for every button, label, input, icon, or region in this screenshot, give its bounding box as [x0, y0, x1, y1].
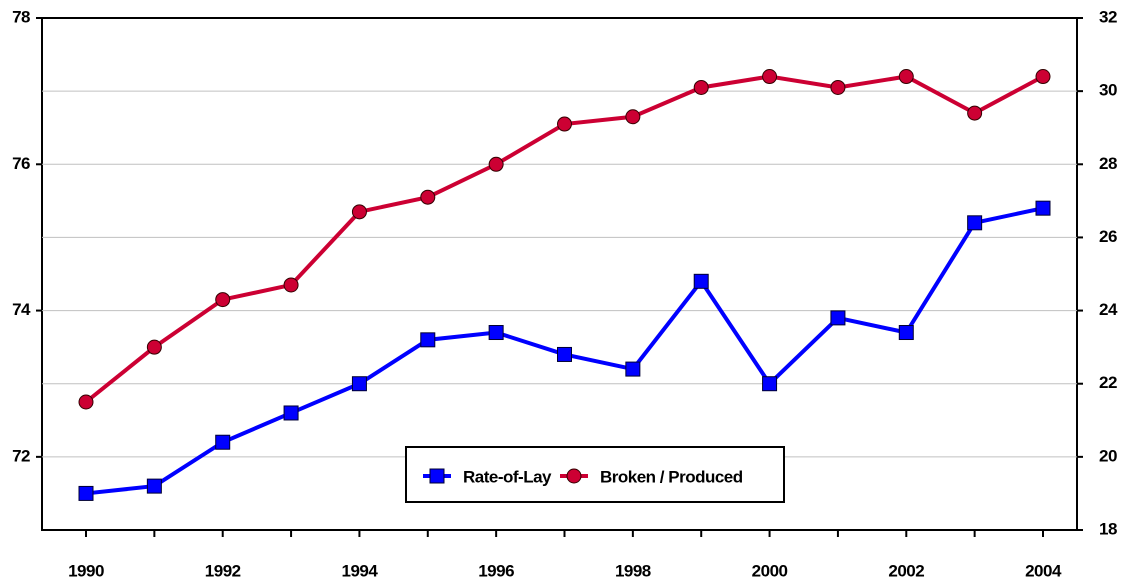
- x-tick-label: 1996: [478, 561, 514, 580]
- y2-tick-label: 22: [1099, 373, 1117, 392]
- point-marker: [762, 69, 778, 85]
- x-tick-label: 1998: [615, 561, 651, 580]
- x-tick-label: 1992: [205, 561, 241, 580]
- point-marker: [351, 204, 367, 220]
- point-marker: [1035, 200, 1051, 216]
- point-marker: [693, 79, 709, 95]
- point-marker: [351, 376, 367, 392]
- point-marker: [146, 339, 162, 355]
- point-marker: [1035, 69, 1051, 85]
- point-marker: [215, 292, 231, 308]
- point-marker: [429, 468, 445, 484]
- legend-box: [405, 446, 785, 503]
- point-marker: [898, 325, 914, 341]
- point-marker: [625, 361, 641, 377]
- y2-tick-label: 30: [1099, 81, 1117, 100]
- y-tick-label: 72: [12, 446, 30, 465]
- point-marker: [146, 478, 162, 494]
- point-marker: [830, 79, 846, 95]
- point-marker: [967, 105, 983, 121]
- y2-tick-label: 20: [1099, 446, 1117, 465]
- marks: [78, 69, 1051, 501]
- point-marker: [283, 277, 299, 293]
- point-marker: [283, 405, 299, 421]
- point-marker: [488, 325, 504, 341]
- y2-tick-label: 28: [1099, 154, 1117, 173]
- y-tick-label: 76: [12, 154, 30, 173]
- y2-tick-label: 26: [1099, 227, 1117, 246]
- point-marker: [967, 215, 983, 231]
- y2-tick-label: 18: [1099, 519, 1117, 538]
- y2-tick-label: 24: [1099, 300, 1118, 319]
- grid: [42, 90, 1077, 458]
- point-marker: [898, 69, 914, 85]
- point-marker: [215, 434, 231, 450]
- point-marker: [420, 332, 436, 348]
- y-tick-label: 78: [12, 7, 30, 26]
- point-marker: [78, 394, 94, 410]
- x-tick-label: 1994: [342, 561, 379, 580]
- y-tick-label: 74: [12, 300, 31, 319]
- point-marker: [78, 485, 94, 501]
- point-marker: [566, 468, 582, 484]
- point-marker: [420, 189, 436, 205]
- point-marker: [830, 310, 846, 326]
- point-marker: [625, 109, 641, 125]
- y2-tick-label: 32: [1099, 7, 1117, 26]
- legend-label: Rate-of-Lay: [463, 467, 552, 486]
- x-tick-label: 2004: [1025, 561, 1062, 580]
- x-tick-label: 1990: [68, 561, 104, 580]
- point-marker: [693, 273, 709, 289]
- plot-frame: [41, 17, 1078, 531]
- x-tick-label: 2002: [888, 561, 924, 580]
- point-marker: [557, 346, 572, 362]
- point-marker: [488, 156, 504, 172]
- legend-label: Broken / Produced: [600, 467, 743, 486]
- x-tick-label: 2000: [752, 561, 788, 580]
- legend: Rate-of-Lay Broken / Produced: [423, 467, 743, 486]
- point-marker: [557, 116, 572, 132]
- point-marker: [762, 376, 778, 392]
